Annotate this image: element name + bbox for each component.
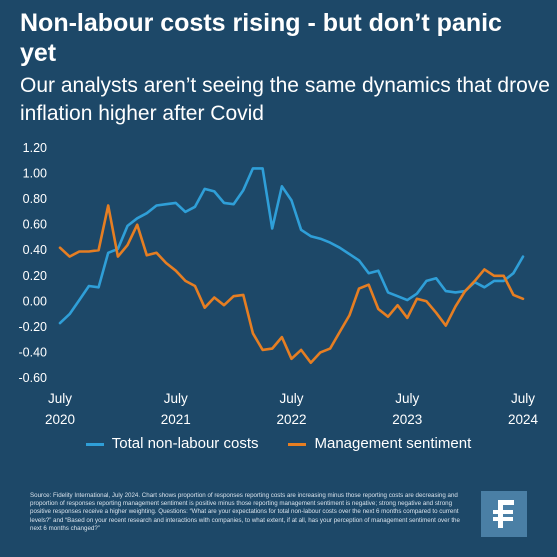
legend-item-total: Total non-labour costs	[85, 434, 259, 454]
x-tick-label-month: July	[164, 391, 188, 406]
fidelity-f-logo-icon	[493, 500, 514, 528]
y-tick-label: 1.00	[23, 167, 47, 181]
x-tick-label-month: July	[511, 391, 535, 406]
y-tick-label: 0.40	[23, 243, 47, 257]
series-line-total-non-labour-costs	[58, 167, 525, 325]
x-tick-label-year: 2023	[392, 412, 422, 427]
source-note: Source: Fidelity International, July 202…	[30, 492, 460, 532]
line-chart: 1.20 1.00 0.80 0.60 0.40 0.20 0.00 -0.20 -0.40 -0…	[19, 141, 539, 427]
x-tick-label-year: 2020	[45, 412, 75, 427]
fidelity-logo	[481, 491, 527, 537]
x-tick-label-month: July	[279, 391, 303, 406]
x-tick-label-year: 2022	[276, 412, 306, 427]
y-tick-label: 0.80	[23, 192, 47, 206]
legend-item-management: Management sentiment	[288, 434, 471, 454]
x-tick-label-month: July	[395, 391, 419, 406]
page-subtitle: Our analysts aren’t seeing the same dyna…	[20, 74, 550, 125]
y-tick-label: 0.00	[23, 294, 47, 308]
y-tick-label: -0.20	[19, 320, 48, 334]
y-tick-label: 0.60	[23, 218, 47, 232]
legend-swatch-total	[85, 442, 104, 446]
x-tick-label-year: 2024	[508, 412, 539, 427]
page-title: Non-labour costs rising - but don’t pani…	[20, 9, 502, 67]
chart-legend: Total non-labour costs Management sentim…	[0, 434, 557, 454]
legend-swatch-management	[288, 442, 307, 446]
x-tick-label-month: July	[48, 391, 72, 406]
series-line-management-sentiment	[58, 204, 525, 364]
x-tick-label-year: 2021	[161, 412, 191, 427]
y-tick-label: 1.20	[23, 141, 47, 155]
y-tick-label: 0.20	[23, 269, 47, 283]
y-tick-label: -0.60	[19, 371, 48, 385]
y-tick-label: -0.40	[19, 345, 48, 359]
legend-label-total: Total non-labour costs	[111, 435, 259, 452]
legend-label-management: Management sentiment	[314, 435, 472, 452]
